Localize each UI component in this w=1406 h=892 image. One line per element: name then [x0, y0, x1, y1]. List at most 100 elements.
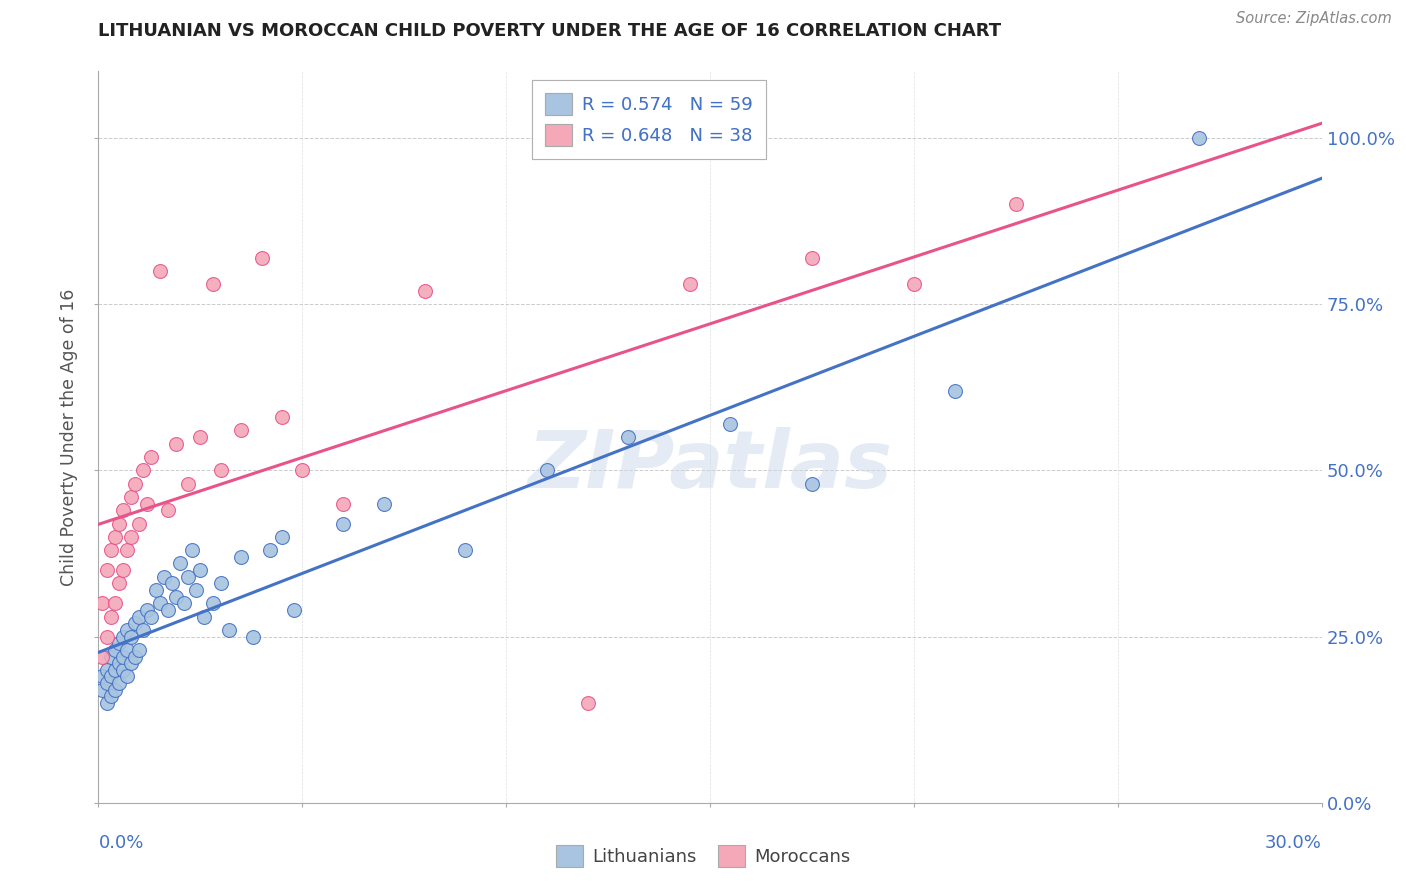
Point	[679, 277, 702, 292]
Point	[96, 663, 118, 677]
Point	[149, 264, 172, 278]
Point	[115, 543, 138, 558]
Point	[111, 503, 134, 517]
Point	[120, 490, 142, 504]
Text: ZIPatlas: ZIPatlas	[527, 427, 893, 506]
Point	[160, 576, 183, 591]
Point	[141, 450, 163, 464]
Point	[259, 543, 281, 558]
Point	[104, 596, 127, 610]
Point	[96, 630, 118, 644]
Point	[136, 497, 159, 511]
Point	[165, 590, 187, 604]
Point	[91, 596, 114, 610]
Text: 30.0%: 30.0%	[1265, 834, 1322, 852]
Point	[120, 530, 142, 544]
Point	[124, 476, 146, 491]
Point	[132, 463, 155, 477]
Point	[186, 582, 208, 597]
Point	[96, 696, 118, 710]
Point	[231, 424, 253, 438]
Point	[152, 570, 174, 584]
Point	[104, 643, 127, 657]
Point	[270, 530, 294, 544]
Point	[120, 656, 142, 670]
Point	[96, 563, 118, 577]
Point	[115, 643, 138, 657]
Point	[943, 384, 966, 398]
Point	[1188, 131, 1211, 145]
Point	[115, 623, 138, 637]
Point	[903, 277, 925, 292]
Point	[91, 669, 114, 683]
Point	[209, 576, 232, 591]
Point	[104, 682, 127, 697]
Point	[332, 516, 354, 531]
Point	[104, 663, 127, 677]
Point	[96, 676, 118, 690]
Point	[165, 436, 187, 450]
Point	[100, 649, 122, 664]
Point	[120, 630, 142, 644]
Point	[201, 277, 224, 292]
Text: Source: ZipAtlas.com: Source: ZipAtlas.com	[1236, 11, 1392, 26]
Point	[291, 463, 314, 477]
Point	[104, 530, 127, 544]
Point	[128, 643, 150, 657]
Point	[188, 430, 212, 444]
Point	[332, 497, 354, 511]
Point	[177, 570, 200, 584]
Legend: R = 0.574   N = 59, R = 0.648   N = 38: R = 0.574 N = 59, R = 0.648 N = 38	[531, 80, 766, 159]
Point	[111, 630, 134, 644]
Legend: Lithuanians, Moroccans: Lithuanians, Moroccans	[548, 838, 858, 874]
Point	[91, 682, 114, 697]
Point	[108, 636, 131, 650]
Point	[149, 596, 172, 610]
Point	[218, 623, 240, 637]
Point	[720, 417, 742, 431]
Point	[136, 603, 159, 617]
Point	[188, 563, 212, 577]
Point	[242, 630, 264, 644]
Point	[270, 410, 294, 425]
Point	[128, 609, 150, 624]
Point	[373, 497, 395, 511]
Point	[1004, 197, 1026, 211]
Point	[201, 596, 224, 610]
Point	[193, 609, 215, 624]
Point	[250, 251, 273, 265]
Point	[141, 609, 163, 624]
Point	[100, 609, 122, 624]
Point	[536, 463, 558, 477]
Point	[576, 696, 599, 710]
Point	[91, 649, 114, 664]
Text: 0.0%: 0.0%	[98, 834, 143, 852]
Point	[115, 669, 138, 683]
Point	[801, 476, 824, 491]
Point	[108, 576, 131, 591]
Point	[124, 649, 146, 664]
Point	[156, 503, 179, 517]
Point	[111, 563, 134, 577]
Point	[108, 676, 131, 690]
Point	[100, 690, 122, 704]
Point	[454, 543, 477, 558]
Point	[177, 476, 200, 491]
Point	[209, 463, 232, 477]
Point	[108, 656, 131, 670]
Point	[156, 603, 179, 617]
Point	[132, 623, 155, 637]
Point	[111, 649, 134, 664]
Point	[111, 663, 134, 677]
Point	[108, 516, 131, 531]
Point	[413, 284, 436, 298]
Point	[124, 616, 146, 631]
Point	[801, 251, 824, 265]
Point	[173, 596, 195, 610]
Point	[181, 543, 204, 558]
Text: LITHUANIAN VS MOROCCAN CHILD POVERTY UNDER THE AGE OF 16 CORRELATION CHART: LITHUANIAN VS MOROCCAN CHILD POVERTY UND…	[98, 22, 1001, 40]
Point	[231, 549, 253, 564]
Y-axis label: Child Poverty Under the Age of 16: Child Poverty Under the Age of 16	[60, 288, 79, 586]
Point	[100, 543, 122, 558]
Point	[169, 557, 191, 571]
